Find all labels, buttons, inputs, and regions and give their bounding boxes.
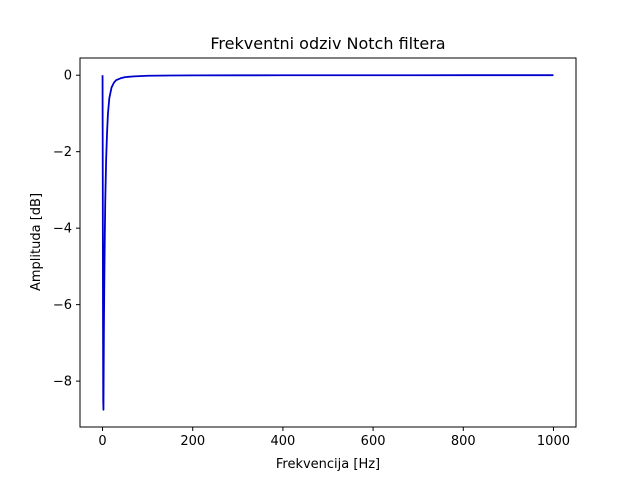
x-tick-label: 600 [361,434,386,449]
x-tick-label: 800 [451,434,476,449]
x-tick-label: 0 [98,434,106,449]
y-tick-label: −6 [53,298,72,313]
x-tick-label: 400 [270,434,295,449]
y-tick-label: −2 [53,145,72,160]
y-tick-label: −4 [53,222,72,237]
plot-frame [79,57,577,428]
series-line-0 [101,74,554,411]
y-axis: 0 −2 −4 −6 −8 [53,69,80,390]
y-tick-label: −8 [53,375,72,390]
x-axis-label: Frekvencija [Hz] [276,457,380,472]
y-axis-label: Amplituda [dB] [29,193,44,291]
x-tick-label: 1000 [537,434,570,449]
y-tick-label: 0 [64,69,72,84]
chart-title: Frekventni odziv Notch filtera [210,34,445,53]
x-axis: 0 200 400 600 800 1000 [98,427,570,449]
x-tick-label: 200 [180,434,205,449]
plot-area [79,57,577,428]
